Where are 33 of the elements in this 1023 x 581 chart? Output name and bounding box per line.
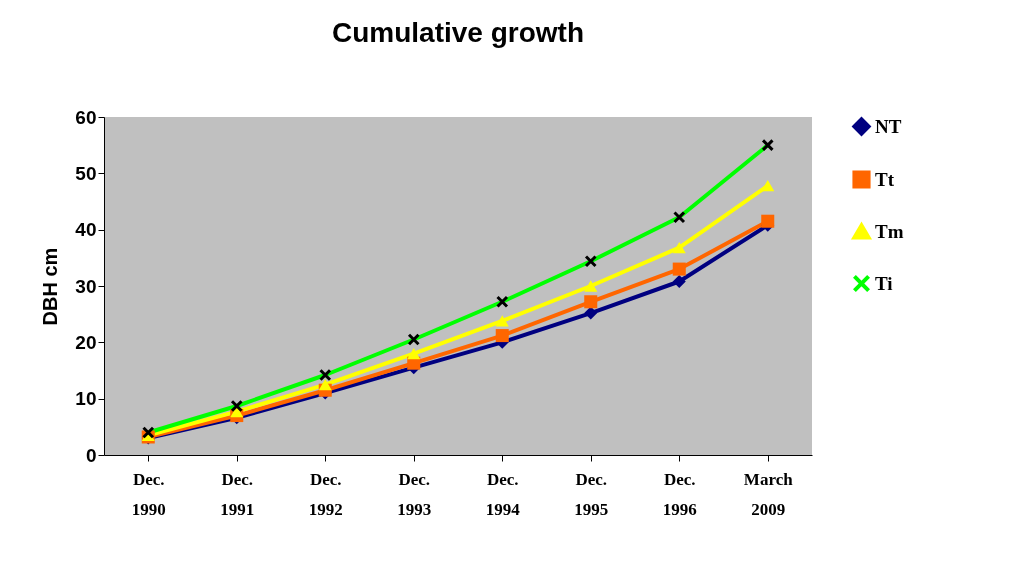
x-tick-label: Dec. 1995 — [574, 469, 609, 519]
legend-label: Ti — [875, 272, 893, 294]
legend-label: Tt — [875, 168, 895, 190]
x-tick-label: Dec. 1991 — [220, 469, 255, 519]
point — [672, 242, 686, 254]
y-tick-label: 60 — [75, 106, 97, 128]
x-tick-label: Dec. 1994 — [485, 469, 521, 519]
point — [584, 280, 598, 292]
x-tick-label: Dec. 1992 — [308, 469, 343, 519]
point — [584, 306, 598, 320]
y-tick-label: 30 — [75, 275, 97, 297]
y-tick-label: 40 — [75, 219, 97, 241]
point — [761, 180, 775, 192]
x-tick-label: Dec. 1990 — [131, 469, 166, 519]
point — [495, 329, 509, 343]
y-tick-label: 50 — [75, 162, 97, 184]
x-tick-label: March 2009 — [743, 469, 794, 519]
x-tick-label: Dec. 1996 — [662, 469, 697, 519]
legend-label: NT — [875, 115, 902, 137]
point — [584, 295, 598, 309]
point — [407, 347, 421, 360]
point — [495, 315, 509, 327]
point — [672, 262, 686, 276]
y-tick-label: 10 — [75, 388, 97, 410]
legend-label: Tm — [875, 220, 904, 242]
point — [761, 214, 775, 228]
chart-title: Cumulative growth — [331, 17, 585, 48]
y-tick-label: 0 — [85, 444, 97, 466]
y-axis-title: DBH cm — [39, 247, 62, 326]
y-tick-label: 20 — [75, 331, 97, 353]
point — [318, 378, 332, 391]
x-tick-label: Dec. 1993 — [397, 469, 432, 519]
point — [672, 274, 686, 289]
